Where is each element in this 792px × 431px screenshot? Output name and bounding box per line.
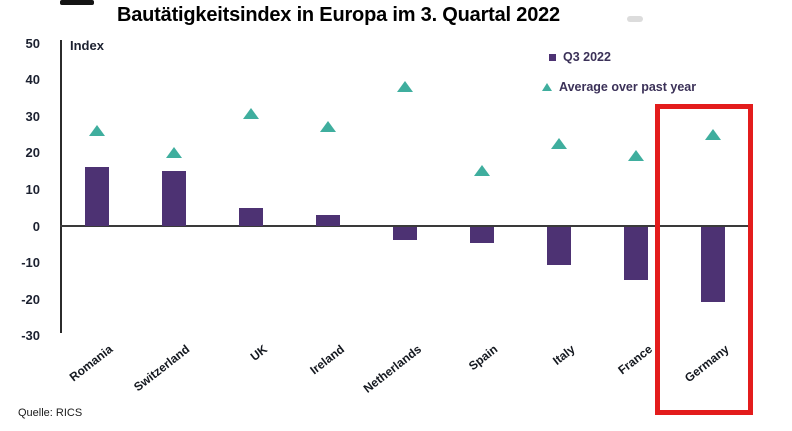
scan-artifact-dark: [60, 0, 94, 5]
x-axis-label-ireland: Ireland: [306, 342, 347, 378]
x-axis-label-france: France: [614, 342, 655, 378]
source-note: Quelle: RICS: [18, 407, 83, 419]
legend-label-average: Average over past year: [559, 80, 697, 94]
x-axis-label-italy: Italy: [550, 342, 578, 368]
triangle-marker-germany: [705, 128, 721, 140]
bar-france: [624, 227, 648, 281]
y-axis-tick-label: -10: [21, 255, 40, 271]
triangle-swatch-icon: [542, 83, 552, 91]
y-axis-tick-label: 30: [25, 108, 40, 124]
bar-uk: [239, 207, 263, 226]
triangle-marker-netherlands: [397, 80, 413, 92]
y-axis-tick-label: -30: [21, 328, 40, 344]
legend-item-q3: Q3 2022: [542, 50, 696, 64]
legend: Q3 2022 Average over past year: [542, 50, 696, 94]
legend-item-average: Average over past year: [542, 80, 696, 94]
scan-artifact-gray: [627, 16, 643, 22]
triangle-marker-france: [628, 150, 644, 162]
bar-swatch-icon: [549, 53, 556, 61]
bar-switzerland: [162, 171, 186, 226]
triangle-marker-uk: [243, 108, 259, 120]
triangle-marker-ireland: [320, 121, 336, 133]
y-axis-tick-label: 40: [25, 72, 40, 88]
x-axis-label-netherlands: Netherlands: [360, 342, 424, 396]
y-axis-tick-label: 0: [32, 218, 40, 234]
germany-highlight-box: [655, 104, 753, 415]
y-axis-unit-label: Index: [70, 38, 104, 53]
x-axis-label-spain: Spain: [466, 342, 501, 374]
zero-baseline: [60, 225, 753, 227]
y-axis-tick-label: 10: [25, 181, 40, 197]
triangle-marker-switzerland: [166, 146, 182, 158]
bar-germany: [701, 227, 725, 303]
x-axis-label-uk: UK: [247, 342, 270, 364]
x-axis-label-romania: Romania: [67, 342, 116, 385]
bar-italy: [547, 227, 571, 266]
bar-romania: [85, 167, 109, 226]
triangle-marker-spain: [474, 165, 490, 177]
bar-ireland: [316, 215, 340, 226]
bar-spain: [470, 227, 494, 244]
y-axis-tick-label: 50: [25, 35, 40, 51]
triangle-marker-romania: [89, 124, 105, 136]
legend-label-q3: Q3 2022: [563, 50, 611, 64]
x-axis-label-switzerland: Switzerland: [131, 342, 193, 395]
bar-netherlands: [393, 227, 417, 240]
triangle-marker-italy: [551, 137, 567, 149]
chart-title: Bautätigkeitsindex in Europa im 3. Quart…: [117, 4, 560, 26]
y-axis-line: [60, 40, 62, 333]
y-axis-tick-label: 20: [25, 145, 40, 161]
y-axis-tick-label: -20: [21, 291, 40, 307]
